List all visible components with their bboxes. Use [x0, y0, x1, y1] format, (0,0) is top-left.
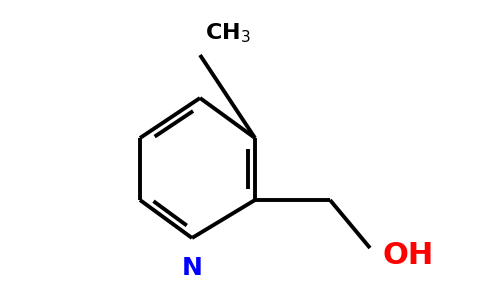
Text: OH: OH	[382, 242, 434, 271]
Text: N: N	[182, 256, 202, 280]
Text: CH$_3$: CH$_3$	[205, 21, 251, 45]
